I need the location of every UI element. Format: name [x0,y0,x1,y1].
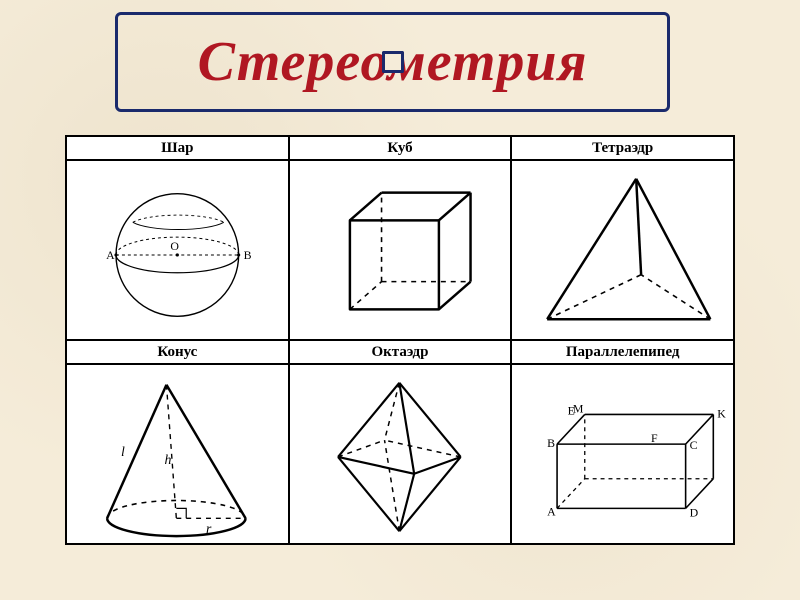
cell-sphere: A B O [66,160,289,340]
label-b: B [244,248,252,262]
cell-octa [289,364,512,544]
header-cone: Конус [66,340,289,364]
shapes-table: Шар Куб Тетраэдр A B O [65,135,735,545]
header-sphere: Шар [66,136,289,160]
page: Стереометрия Шар Куб Тетраэдр A B O [0,0,800,600]
box-diagram: A B C D M E K F [512,365,733,543]
label-C: C [690,438,698,452]
tetra-diagram [512,161,733,339]
label-l: l [121,444,125,459]
header-box: Параллелепипед [511,340,734,364]
cell-cone: l h r [66,364,289,544]
label-h: h [164,452,171,467]
page-title: Стереометрия [198,30,588,94]
title-frame: Стереометрия [115,12,670,112]
label-F: F [651,431,658,445]
header-cube: Куб [289,136,512,160]
cell-cube [289,160,512,340]
cell-tetra [511,160,734,340]
cell-box: A B C D M E K F [511,364,734,544]
label-B: B [548,436,556,450]
header-octa: Октаэдр [289,340,512,364]
label-K: K [718,406,727,420]
label-D: D [690,505,699,519]
label-o: O [170,239,179,253]
label-a: A [106,248,115,262]
sphere-diagram: A B O [67,161,288,339]
octa-diagram [290,365,511,543]
header-tetra: Тетраэдр [511,136,734,160]
label-A: A [548,504,557,518]
label-r: r [206,521,212,536]
label-E: E [568,403,575,417]
cone-diagram: l h r [67,365,288,543]
cube-diagram [290,161,511,339]
